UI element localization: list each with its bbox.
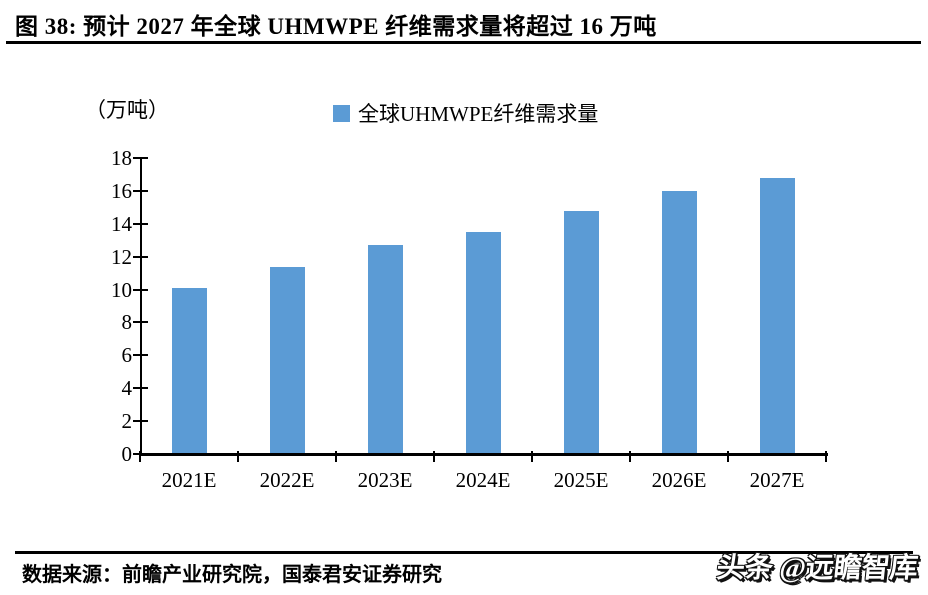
x-axis-tick [237, 451, 239, 462]
y-tick-label: 6 [121, 343, 133, 368]
bar-2024E [465, 232, 501, 454]
legend-label: 全球UHMWPE纤维需求量 [358, 102, 599, 126]
y-tick-label: 10 [111, 277, 132, 302]
y-tick-label: 18 [111, 146, 132, 170]
bar-2027E [759, 177, 795, 454]
x-axis [140, 453, 828, 456]
x-tick-label-2026E: 2026E [651, 468, 707, 492]
title-divider [6, 41, 921, 44]
y-axis-tick [133, 420, 148, 423]
y-tick-label: 12 [111, 244, 132, 269]
x-tick-label-2024E: 2024E [455, 468, 511, 492]
bar-2026E [661, 190, 697, 454]
y-tick-label: 0 [121, 442, 133, 466]
x-tick-label-2023E: 2023E [357, 468, 413, 492]
x-axis-tick [727, 451, 729, 462]
bar-2021E [171, 287, 207, 454]
x-tick-label-2022E: 2022E [259, 468, 315, 492]
y-tick-label: 14 [111, 211, 132, 236]
x-axis-tick [825, 451, 827, 462]
y-axis-tick [133, 157, 148, 159]
y-tick-label: 2 [121, 409, 133, 434]
y-axis-tick [133, 321, 148, 324]
y-axis-tick [133, 222, 148, 225]
y-axis-tick [133, 255, 148, 258]
watermark: 头条 @远瞻智库 [715, 553, 920, 584]
y-tick-label: 8 [121, 310, 133, 335]
x-axis-tick [629, 451, 631, 462]
footer-divider [15, 551, 913, 554]
x-axis-tick [531, 451, 533, 462]
figure-title: 图 38: 预计 2027 年全球 UHMWPE 纤维需求量将超过 16 万吨 [15, 14, 657, 39]
bar-2025E [563, 210, 599, 454]
y-axis-tick [133, 189, 148, 192]
y-tick-label: 16 [111, 178, 132, 203]
y-axis-tick [133, 354, 148, 357]
x-tick-label-2025E: 2025E [553, 468, 609, 492]
y-axis-tick [133, 288, 148, 291]
data-source-label: 数据来源：前瞻产业研究院，国泰君安证券研究 [22, 564, 442, 586]
y-tick-label: 4 [121, 376, 133, 401]
y-axis-tick [133, 387, 148, 390]
y-axis [140, 158, 142, 456]
x-tick-label-2021E: 2021E [161, 468, 217, 492]
bar-2023E [367, 245, 403, 454]
x-axis-tick [335, 451, 337, 462]
legend: 全球UHMWPE纤维需求量 [333, 98, 598, 128]
x-tick-label-2027E: 2027E [749, 468, 805, 492]
bar-2022E [269, 266, 305, 454]
x-axis-tick [433, 451, 435, 462]
x-axis-tick [139, 451, 141, 462]
y-axis-unit-label: （万吨） [85, 98, 169, 122]
legend-swatch-icon [333, 104, 350, 122]
